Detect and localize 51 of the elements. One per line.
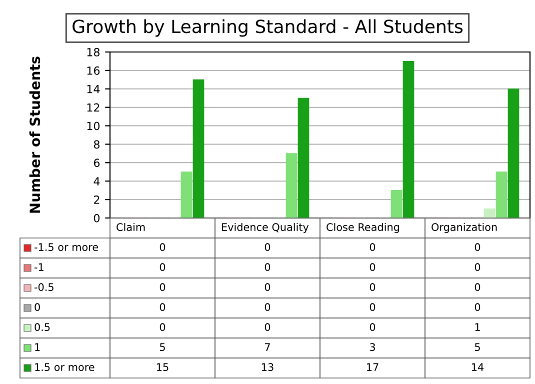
data-label: 5 bbox=[474, 343, 480, 352]
data-label: 14 bbox=[472, 363, 484, 371]
chart-title: Growth by Learning Standard - All Students bbox=[72, 19, 463, 37]
y-tick-label: 0 bbox=[94, 214, 100, 222]
data-label: 0 bbox=[160, 243, 166, 252]
data-label: 0 bbox=[160, 303, 166, 312]
data-label: 1 bbox=[475, 323, 480, 331]
y-tick-label: 6 bbox=[94, 158, 100, 168]
legend-label: -0.5 bbox=[34, 283, 54, 292]
y-axis-title: Number of Students bbox=[29, 56, 40, 213]
data-label: 7 bbox=[265, 343, 270, 351]
y-tick-label: 4 bbox=[94, 177, 100, 186]
y-tick-label: 10 bbox=[87, 122, 100, 130]
y-tick-label: 16 bbox=[87, 66, 100, 75]
data-label: 3 bbox=[370, 343, 375, 352]
data-label: 0 bbox=[160, 283, 166, 292]
data-label: 0 bbox=[370, 323, 376, 332]
legend-label: 1.5 or more bbox=[35, 363, 94, 372]
y-tick-label: 2 bbox=[94, 196, 100, 204]
legend-label: 0.5 bbox=[34, 323, 50, 332]
data-label: 0 bbox=[264, 283, 270, 292]
data-label: 0 bbox=[160, 263, 166, 272]
data-label: 0 bbox=[264, 243, 270, 252]
y-tick-label: 14 bbox=[87, 85, 100, 94]
data-label: 0 bbox=[370, 263, 376, 272]
data-label: 0 bbox=[474, 303, 480, 312]
data-label: 0 bbox=[160, 323, 166, 332]
y-tick-label: 8 bbox=[94, 140, 100, 149]
legend-label: -1.5 or more bbox=[34, 243, 98, 252]
data-label: 13 bbox=[262, 363, 274, 372]
x-tick-label: Evidence Quality bbox=[222, 222, 309, 234]
y-tick-label: 12 bbox=[87, 103, 100, 112]
legend-label: -1 bbox=[34, 263, 44, 271]
data-label: 0 bbox=[264, 303, 270, 312]
legend-label: 0 bbox=[34, 303, 40, 312]
data-label: 0 bbox=[370, 243, 376, 252]
data-label: 5 bbox=[160, 343, 165, 352]
data-label: 0 bbox=[370, 303, 376, 312]
data-label: 15 bbox=[157, 363, 168, 372]
y-tick-label: 18 bbox=[87, 48, 100, 56]
data-label: 0 bbox=[370, 283, 376, 292]
x-tick-label: Claim bbox=[116, 222, 145, 232]
data-label: 0 bbox=[264, 263, 270, 272]
data-label: 0 bbox=[474, 283, 480, 292]
x-tick-label: Close Reading bbox=[326, 222, 400, 234]
data-label: 0 bbox=[474, 243, 480, 252]
data-label: 0 bbox=[264, 323, 270, 332]
legend-label: 1 bbox=[35, 343, 40, 351]
x-tick-label: Organization bbox=[432, 222, 497, 234]
data-label: 17 bbox=[367, 363, 378, 371]
data-label: 0 bbox=[474, 263, 480, 272]
